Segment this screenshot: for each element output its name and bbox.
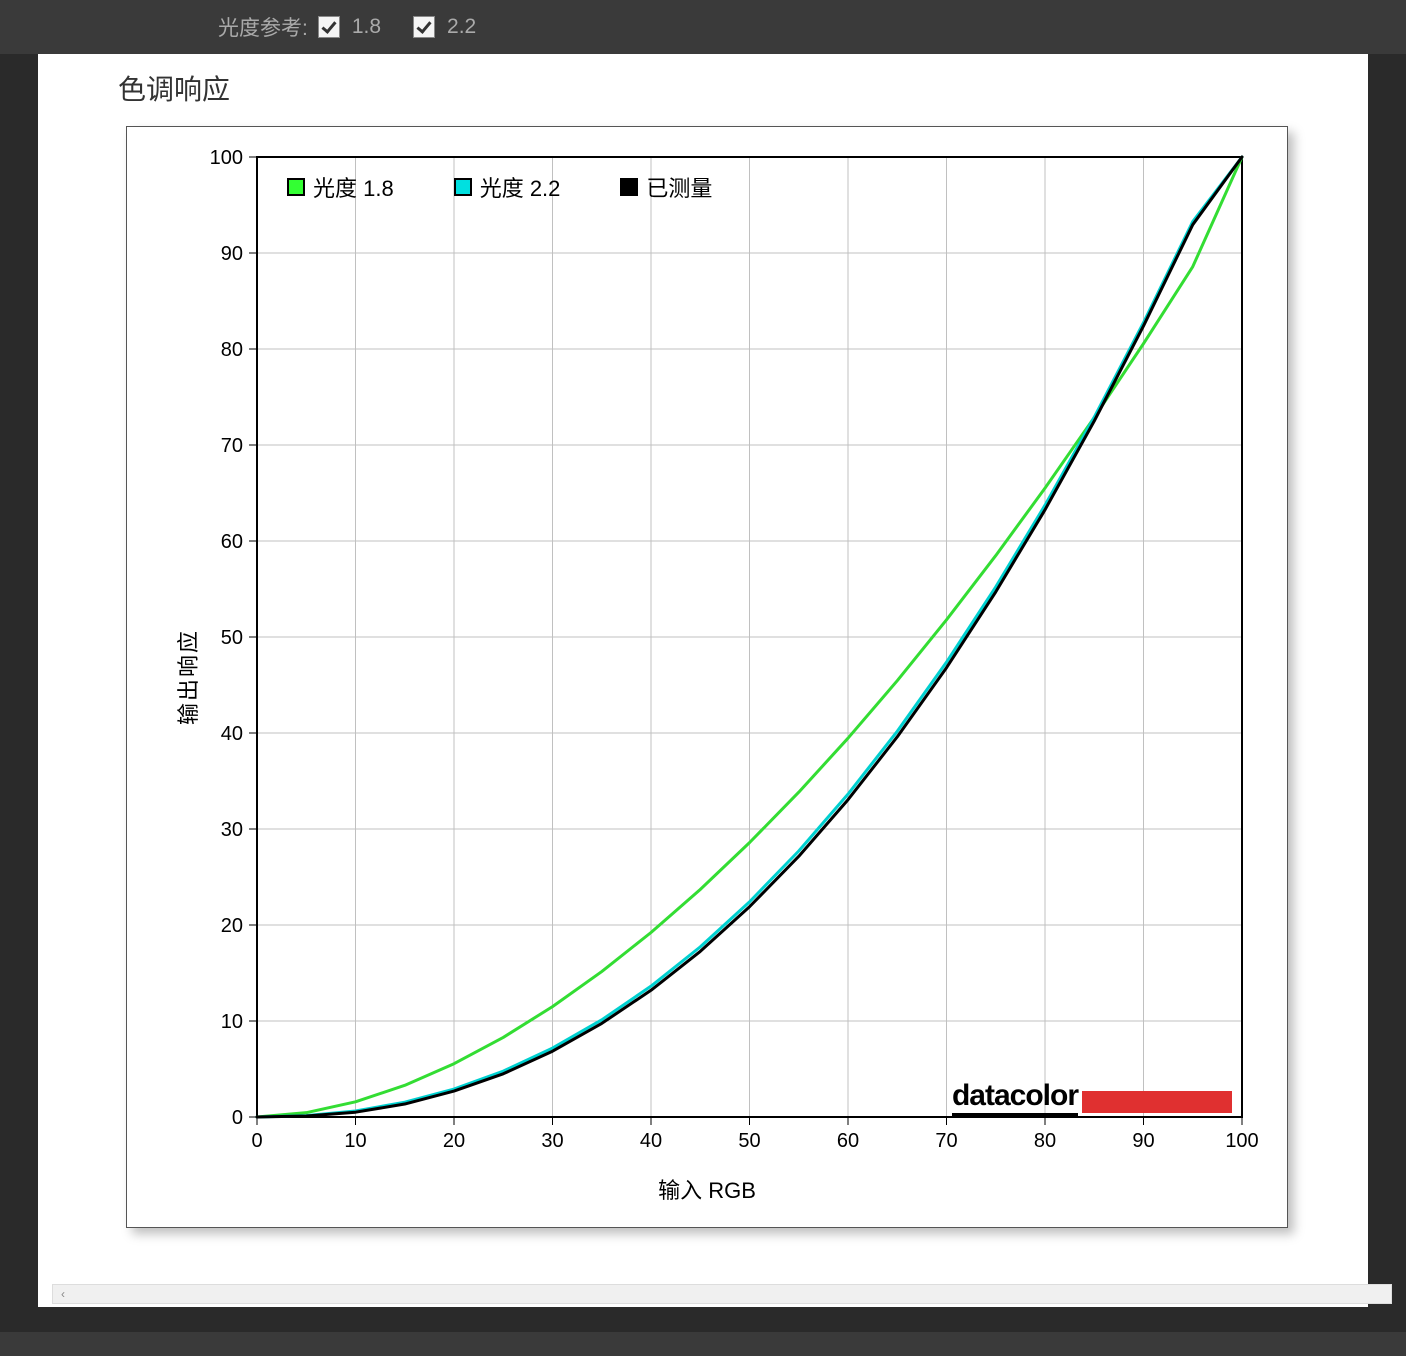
svg-text:60: 60 — [221, 531, 243, 553]
toolbar: 光度参考: 1.8 2.2 — [0, 0, 1406, 54]
svg-text:90: 90 — [1132, 1130, 1154, 1152]
checkbox-icon — [413, 16, 435, 38]
checkbox-gamma-18[interactable]: 1.8 — [318, 15, 381, 39]
svg-text:70: 70 — [221, 435, 243, 457]
svg-text:60: 60 — [837, 1130, 859, 1152]
legend-swatch-icon — [620, 178, 638, 196]
brand-bar-icon — [1082, 1091, 1232, 1113]
legend-swatch-icon — [454, 178, 472, 196]
legend-item: 光度 2.2 — [454, 171, 561, 203]
svg-text:80: 80 — [221, 339, 243, 361]
svg-text:80: 80 — [1034, 1130, 1056, 1152]
svg-text:50: 50 — [221, 627, 243, 649]
svg-text:0: 0 — [232, 1107, 243, 1129]
chart-frame: 0 10 20 30 40 50 60 70 80 90 100 0 10 20 30 40 50 60 70 80 9… — [126, 126, 1288, 1228]
legend-label: 光度 1.8 — [313, 171, 394, 203]
chart-svg: 0 10 20 30 40 50 60 70 80 90 100 0 10 20 30 40 50 60 70 80 9… — [127, 127, 1287, 1227]
horizontal-scrollbar[interactable]: ‹ — [52, 1284, 1392, 1304]
svg-text:100: 100 — [1225, 1130, 1258, 1152]
chart-legend: 光度 1.8 光度 2.2 已测量 — [287, 171, 712, 203]
legend-label: 光度 2.2 — [480, 171, 561, 203]
svg-text:20: 20 — [221, 915, 243, 937]
svg-text:10: 10 — [221, 1011, 243, 1033]
svg-text:90: 90 — [221, 243, 243, 265]
content-area: 色调响应 0 10 20 30 40 50 60 70 80 90 100 0 10 20 30 40 50 60… — [38, 54, 1368, 1307]
brand-text: datacolor — [952, 1079, 1078, 1117]
page-title: 色调响应 — [118, 68, 230, 108]
y-axis-label: 输出响应 — [171, 629, 203, 725]
svg-text:30: 30 — [541, 1130, 563, 1152]
svg-text:20: 20 — [443, 1130, 465, 1152]
svg-text:70: 70 — [935, 1130, 957, 1152]
brand-logo: datacolor — [952, 1079, 1232, 1117]
svg-text:0: 0 — [251, 1130, 262, 1152]
legend-item: 光度 1.8 — [287, 171, 394, 203]
svg-text:10: 10 — [344, 1130, 366, 1152]
reference-label: 光度参考: — [218, 12, 308, 42]
legend-item: 已测量 — [620, 171, 712, 203]
x-axis-label: 输入 RGB — [127, 1173, 1287, 1205]
svg-text:40: 40 — [221, 723, 243, 745]
checkbox-18-label: 1.8 — [352, 15, 381, 39]
bottom-bar — [0, 1332, 1406, 1356]
scroll-left-icon: ‹ — [55, 1287, 71, 1301]
svg-text:40: 40 — [640, 1130, 662, 1152]
svg-text:30: 30 — [221, 819, 243, 841]
svg-text:50: 50 — [738, 1130, 760, 1152]
legend-swatch-icon — [287, 178, 305, 196]
checkbox-icon — [318, 16, 340, 38]
checkbox-gamma-22[interactable]: 2.2 — [413, 15, 476, 39]
legend-label: 已测量 — [646, 171, 712, 203]
svg-text:100: 100 — [210, 147, 243, 169]
checkbox-22-label: 2.2 — [447, 15, 476, 39]
